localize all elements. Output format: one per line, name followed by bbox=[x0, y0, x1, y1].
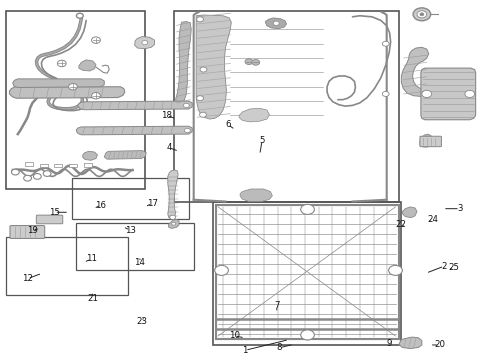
Circle shape bbox=[196, 96, 203, 101]
Circle shape bbox=[389, 265, 402, 275]
Text: 1: 1 bbox=[242, 346, 248, 355]
Polygon shape bbox=[135, 37, 155, 49]
Bar bbox=[213, 202, 401, 345]
Circle shape bbox=[301, 204, 315, 215]
Circle shape bbox=[382, 41, 389, 46]
Circle shape bbox=[170, 215, 175, 220]
Text: 14: 14 bbox=[134, 258, 146, 267]
Text: 18: 18 bbox=[161, 111, 172, 120]
FancyBboxPatch shape bbox=[420, 136, 441, 147]
Circle shape bbox=[465, 90, 475, 98]
Circle shape bbox=[92, 37, 100, 43]
Polygon shape bbox=[104, 150, 147, 159]
Circle shape bbox=[417, 11, 427, 18]
Text: 22: 22 bbox=[395, 220, 406, 229]
Polygon shape bbox=[168, 220, 179, 228]
Polygon shape bbox=[79, 60, 96, 71]
Circle shape bbox=[69, 84, 77, 90]
Polygon shape bbox=[83, 151, 98, 160]
Polygon shape bbox=[420, 134, 433, 147]
Circle shape bbox=[252, 59, 260, 65]
Text: 5: 5 bbox=[259, 136, 265, 145]
Circle shape bbox=[183, 103, 189, 108]
Text: 9: 9 bbox=[387, 339, 392, 348]
Polygon shape bbox=[168, 170, 178, 219]
Circle shape bbox=[413, 8, 431, 21]
Circle shape bbox=[184, 129, 190, 133]
Circle shape bbox=[382, 91, 389, 96]
Circle shape bbox=[273, 21, 279, 26]
Circle shape bbox=[24, 175, 31, 181]
Text: 17: 17 bbox=[147, 199, 158, 208]
Polygon shape bbox=[13, 79, 104, 87]
Polygon shape bbox=[240, 189, 272, 202]
Text: 19: 19 bbox=[27, 226, 38, 235]
Circle shape bbox=[92, 93, 100, 99]
Text: 7: 7 bbox=[274, 301, 279, 310]
Polygon shape bbox=[239, 108, 270, 122]
Text: 20: 20 bbox=[434, 341, 445, 350]
Polygon shape bbox=[401, 47, 429, 96]
Circle shape bbox=[142, 41, 148, 45]
Circle shape bbox=[33, 174, 41, 179]
Circle shape bbox=[200, 67, 207, 72]
Bar bbox=[72, 178, 189, 220]
Text: 6: 6 bbox=[225, 120, 231, 129]
Text: 8: 8 bbox=[276, 343, 282, 352]
Text: 11: 11 bbox=[86, 255, 97, 264]
FancyBboxPatch shape bbox=[10, 226, 45, 238]
Bar bbox=[84, 163, 92, 167]
Text: 13: 13 bbox=[124, 226, 136, 235]
Polygon shape bbox=[402, 207, 417, 218]
Circle shape bbox=[172, 222, 175, 225]
Circle shape bbox=[199, 112, 206, 117]
Polygon shape bbox=[421, 68, 476, 120]
Polygon shape bbox=[399, 337, 422, 348]
Bar bbox=[5, 237, 128, 295]
Bar bbox=[25, 162, 33, 166]
Circle shape bbox=[43, 171, 51, 176]
Circle shape bbox=[11, 169, 19, 175]
FancyBboxPatch shape bbox=[36, 215, 63, 224]
Text: 12: 12 bbox=[22, 274, 33, 283]
Circle shape bbox=[301, 330, 315, 340]
Text: 2: 2 bbox=[441, 262, 447, 271]
Polygon shape bbox=[266, 18, 287, 29]
Circle shape bbox=[196, 17, 203, 22]
Circle shape bbox=[420, 13, 424, 16]
Bar bbox=[40, 164, 48, 167]
Polygon shape bbox=[175, 22, 191, 105]
Bar bbox=[5, 12, 145, 189]
Text: 21: 21 bbox=[87, 294, 98, 303]
Circle shape bbox=[76, 13, 83, 18]
Circle shape bbox=[215, 265, 228, 275]
Polygon shape bbox=[76, 126, 192, 135]
Text: 16: 16 bbox=[96, 201, 106, 210]
Circle shape bbox=[245, 59, 253, 64]
Polygon shape bbox=[78, 101, 192, 110]
Polygon shape bbox=[196, 15, 231, 119]
Text: 10: 10 bbox=[229, 332, 240, 341]
Text: 25: 25 bbox=[449, 264, 460, 273]
Text: 15: 15 bbox=[49, 208, 60, 217]
Text: 24: 24 bbox=[428, 215, 439, 224]
Bar bbox=[69, 164, 77, 167]
Bar bbox=[174, 12, 399, 202]
Text: 4: 4 bbox=[167, 143, 172, 152]
Circle shape bbox=[57, 60, 66, 67]
Bar bbox=[76, 223, 194, 270]
Bar bbox=[54, 164, 62, 167]
Text: 23: 23 bbox=[136, 317, 147, 326]
Text: 3: 3 bbox=[457, 204, 463, 213]
Polygon shape bbox=[9, 87, 125, 98]
Circle shape bbox=[422, 90, 432, 98]
